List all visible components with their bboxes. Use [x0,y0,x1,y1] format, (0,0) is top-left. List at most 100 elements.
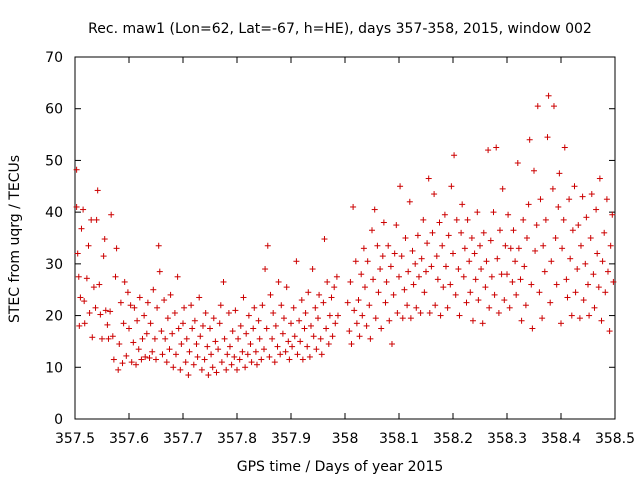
data-point [74,250,81,257]
data-point [256,335,263,342]
data-point [591,304,598,311]
data-point [604,268,611,275]
x-tick-label: 357.7 [163,431,203,447]
data-point [386,317,393,324]
data-point [112,273,119,280]
data-point [425,175,432,182]
data-point [88,216,95,223]
data-point [555,203,562,210]
data-point [73,166,80,173]
data-point [250,325,257,332]
data-point [374,242,381,249]
data-point [356,333,363,340]
data-point [77,294,84,301]
data-point [534,103,541,110]
data-point [229,328,236,335]
data-point [127,302,134,309]
data-point [172,351,179,358]
data-point [329,333,336,340]
data-point [453,216,460,223]
data-point [94,187,101,194]
data-point [575,222,582,229]
data-point [558,320,564,327]
data-point [167,291,174,298]
data-point [96,281,103,288]
data-point [603,196,610,203]
data-point [105,335,112,342]
x-tick-label: 358.4 [541,431,581,447]
data-point [307,322,314,329]
data-point [299,356,306,363]
data-point [440,284,447,291]
data-point [350,203,357,210]
data-point [149,348,156,355]
data-point [93,216,100,223]
data-point [189,325,196,332]
data-point [586,312,593,319]
data-point [477,242,483,249]
data-point [556,170,563,177]
data-point [270,309,277,316]
data-point [143,330,150,337]
data-point [504,271,510,278]
data-point [258,356,265,363]
data-point [180,320,186,327]
data-point [452,291,459,298]
data-point [316,291,323,298]
data-point [513,291,520,298]
data-point [566,196,573,203]
data-point [359,312,366,319]
data-point [460,273,467,280]
data-point [216,320,223,327]
y-tick-label: 40 [45,205,63,221]
data-point [117,299,124,306]
data-point [156,268,163,275]
data-point [182,359,189,366]
x-tick-label: 357.6 [109,431,149,447]
data-point [312,304,319,311]
data-point [321,236,328,243]
data-point [561,144,568,151]
data-point [596,175,603,182]
data-point [123,352,130,359]
data-point [247,341,254,348]
data-point [531,167,537,174]
data-point [147,320,154,327]
data-point [515,245,522,252]
data-point [450,250,456,257]
data-point [133,361,140,368]
data-point [353,320,360,327]
data-point [469,317,476,324]
data-point [213,369,220,376]
data-point [545,92,552,99]
data-point [138,356,145,363]
data-point [361,284,368,291]
data-point [483,258,490,265]
data-point [150,286,157,293]
data-point [385,242,392,249]
data-point [490,209,497,216]
data-point [563,276,570,283]
data-point [488,273,495,280]
data-point [136,294,143,301]
data-point [360,245,367,252]
data-point [553,281,560,288]
data-point [579,193,586,200]
data-point [291,333,298,340]
data-point [363,322,370,329]
y-tick-label: 10 [45,360,63,376]
data-point [116,341,123,348]
data-point [104,321,111,328]
data-point [90,284,97,291]
data-point [135,346,142,353]
data-point [153,356,159,363]
data-point [550,103,557,110]
data-point [279,330,286,337]
data-point [590,271,597,278]
data-point [239,348,246,355]
x-tick-label: 357.8 [217,431,257,447]
data-point [154,304,161,311]
data-point [161,297,168,304]
data-point [409,247,416,254]
